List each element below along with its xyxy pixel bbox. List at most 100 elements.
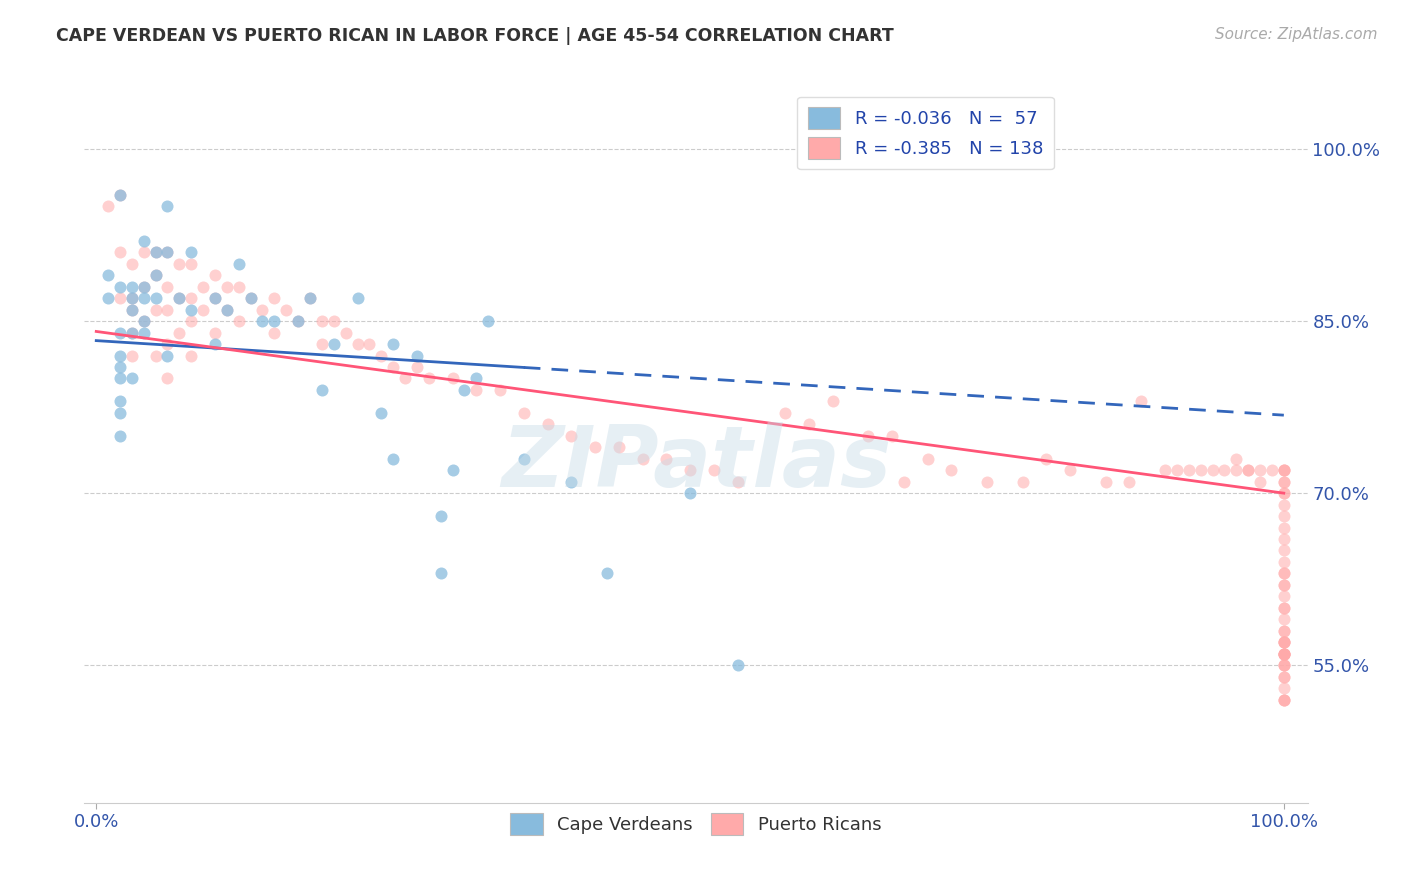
Point — [121, 326, 143, 340]
Point — [1272, 647, 1295, 661]
Point — [1272, 658, 1295, 673]
Point — [1011, 475, 1033, 489]
Point — [156, 279, 179, 293]
Point — [596, 566, 619, 581]
Point — [252, 314, 274, 328]
Legend: Cape Verdeans, Puerto Ricans: Cape Verdeans, Puerto Ricans — [502, 805, 890, 845]
Point — [1272, 475, 1295, 489]
Text: ZIPatlas: ZIPatlas — [501, 422, 891, 505]
Point — [465, 371, 488, 385]
Point — [441, 371, 464, 385]
Point — [252, 302, 274, 317]
Point — [513, 451, 536, 466]
Point — [108, 349, 131, 363]
Point — [1237, 463, 1260, 477]
Point — [156, 337, 179, 351]
Point — [1272, 578, 1295, 592]
Point — [679, 486, 702, 500]
Point — [359, 337, 381, 351]
Point — [679, 463, 702, 477]
Point — [1059, 463, 1081, 477]
Point — [191, 279, 214, 293]
Point — [1272, 612, 1295, 626]
Point — [1272, 647, 1295, 661]
Point — [382, 359, 405, 374]
Point — [1272, 635, 1295, 649]
Point — [1272, 692, 1295, 706]
Point — [1225, 451, 1247, 466]
Point — [145, 349, 167, 363]
Point — [121, 371, 143, 385]
Point — [215, 279, 238, 293]
Point — [1094, 475, 1116, 489]
Point — [1272, 658, 1295, 673]
Point — [655, 451, 678, 466]
Point — [322, 314, 344, 328]
Point — [145, 302, 167, 317]
Point — [1272, 475, 1295, 489]
Point — [797, 417, 820, 432]
Point — [180, 245, 202, 260]
Point — [477, 314, 499, 328]
Point — [180, 291, 202, 305]
Point — [1272, 670, 1295, 684]
Point — [121, 291, 143, 305]
Point — [180, 257, 202, 271]
Point — [298, 291, 321, 305]
Point — [108, 371, 131, 385]
Point — [1272, 658, 1295, 673]
Point — [311, 383, 333, 397]
Point — [239, 291, 262, 305]
Point — [382, 451, 405, 466]
Point — [1272, 670, 1295, 684]
Point — [394, 371, 416, 385]
Point — [169, 326, 191, 340]
Point — [727, 658, 749, 673]
Point — [346, 337, 368, 351]
Point — [773, 406, 796, 420]
Point — [1272, 498, 1295, 512]
Point — [204, 268, 226, 283]
Point — [1118, 475, 1140, 489]
Point — [406, 349, 429, 363]
Point — [880, 429, 903, 443]
Point — [1201, 463, 1223, 477]
Point — [856, 429, 879, 443]
Point — [204, 291, 226, 305]
Point — [121, 326, 143, 340]
Point — [1272, 635, 1295, 649]
Point — [1237, 463, 1260, 477]
Point — [1035, 451, 1057, 466]
Point — [536, 417, 558, 432]
Point — [1272, 463, 1295, 477]
Point — [513, 406, 536, 420]
Point — [1272, 532, 1295, 546]
Point — [263, 314, 285, 328]
Point — [382, 337, 405, 351]
Point — [215, 302, 238, 317]
Point — [311, 337, 333, 351]
Point — [1272, 624, 1295, 638]
Point — [228, 279, 250, 293]
Point — [1189, 463, 1212, 477]
Text: CAPE VERDEAN VS PUERTO RICAN IN LABOR FORCE | AGE 45-54 CORRELATION CHART: CAPE VERDEAN VS PUERTO RICAN IN LABOR FO… — [56, 27, 894, 45]
Point — [132, 279, 155, 293]
Point — [145, 245, 167, 260]
Point — [465, 383, 488, 397]
Point — [489, 383, 512, 397]
Point — [276, 302, 298, 317]
Point — [287, 314, 309, 328]
Point — [1249, 475, 1271, 489]
Point — [335, 326, 357, 340]
Point — [156, 199, 179, 213]
Point — [169, 291, 191, 305]
Point — [1272, 692, 1295, 706]
Point — [132, 234, 155, 248]
Point — [121, 257, 143, 271]
Point — [263, 326, 285, 340]
Point — [1272, 681, 1295, 695]
Point — [204, 326, 226, 340]
Point — [1272, 555, 1295, 569]
Point — [1272, 647, 1295, 661]
Text: Source: ZipAtlas.com: Source: ZipAtlas.com — [1215, 27, 1378, 42]
